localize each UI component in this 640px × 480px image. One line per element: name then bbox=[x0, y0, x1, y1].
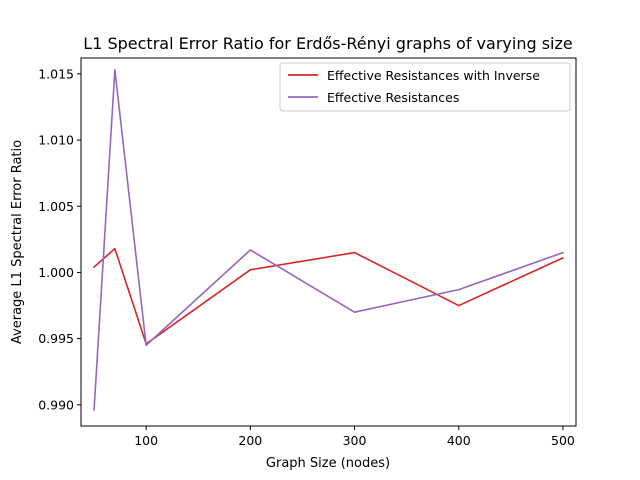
series-1-point bbox=[562, 251, 564, 254]
series-0-point bbox=[114, 247, 116, 250]
series-1-point bbox=[353, 311, 356, 313]
series-0-point bbox=[562, 257, 564, 259]
legend-label-effective: Effective Resistances bbox=[327, 90, 459, 105]
y-tick-label: 0.990 bbox=[38, 397, 74, 412]
x-axis-label: Graph Size (nodes) bbox=[266, 456, 390, 471]
chart-title: L1 Spectral Error Ratio for Erdős-Rényi … bbox=[83, 34, 572, 53]
series-1-point bbox=[93, 409, 95, 411]
y-tick-label: 1.000 bbox=[38, 265, 74, 280]
ticks-layer: 100 200 300 400 500 0.990 0.995 1.000 1.005 1.010… bbox=[38, 66, 575, 448]
series-1-point bbox=[145, 344, 147, 347]
series-0-point bbox=[93, 266, 95, 268]
y-tick-label: 1.005 bbox=[38, 199, 74, 214]
legend-label-inverse: Effective Resistances with Inverse bbox=[327, 68, 540, 83]
series-0-point bbox=[249, 269, 252, 271]
series-0-point bbox=[457, 304, 460, 307]
x-tick-label: 200 bbox=[238, 433, 262, 448]
y-tick-label: 1.015 bbox=[38, 66, 74, 81]
series-1-point bbox=[457, 288, 460, 291]
series-1-point bbox=[114, 69, 116, 71]
x-tick-label: 500 bbox=[551, 433, 575, 448]
y-tick-label: 1.010 bbox=[38, 133, 74, 148]
series-1-point bbox=[249, 249, 252, 251]
y-axis-label: Average L1 Spectral Error Ratio bbox=[10, 140, 25, 344]
plot-frame bbox=[80, 57, 577, 427]
legend-box bbox=[279, 62, 571, 112]
x-tick-label: 300 bbox=[343, 433, 367, 448]
x-tick-label: 400 bbox=[447, 433, 471, 448]
series-layer bbox=[93, 69, 564, 411]
series-0-point bbox=[353, 251, 356, 254]
y-tick-label: 0.995 bbox=[38, 331, 74, 346]
legend: Effective Resistances with Inverse Effec… bbox=[279, 62, 571, 112]
x-tick-label: 100 bbox=[134, 433, 158, 448]
